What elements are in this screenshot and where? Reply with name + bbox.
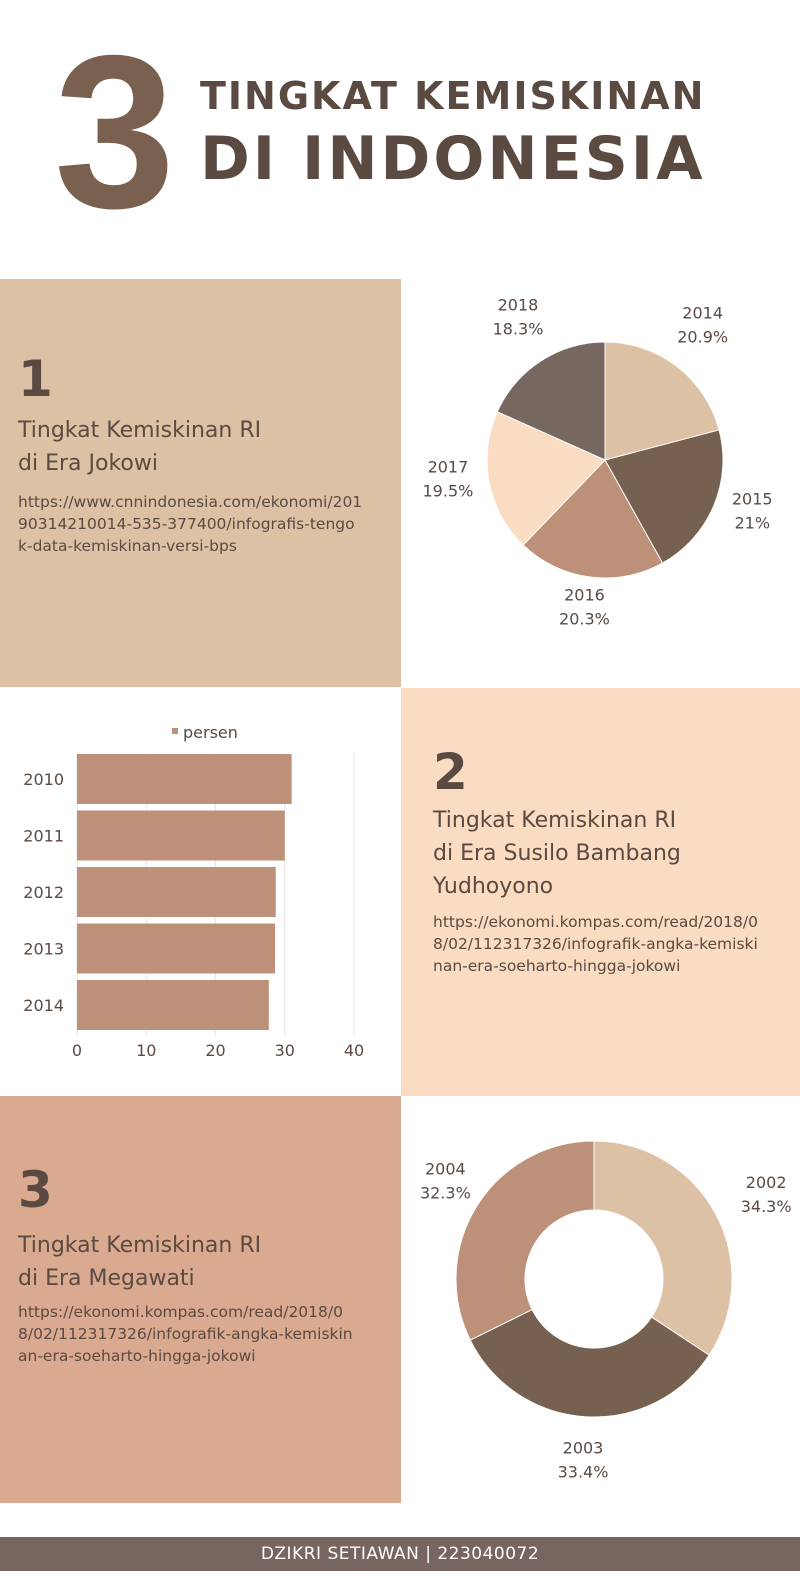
- header-title-line1: TINGKAT KEMISKINAN: [200, 74, 706, 118]
- pie1-slice-2014: [604, 341, 720, 461]
- legend-marker: [172, 728, 178, 734]
- pie1-slice-2017: [486, 411, 606, 546]
- y-tick-label: 2012: [23, 883, 64, 902]
- x-tick-label: 20: [205, 1041, 225, 1060]
- bar-chart-sby: persen 0 10 20 30 40 2010 2011 2012 2013 2014: [23, 723, 364, 1060]
- header-number: 3: [54, 11, 175, 254]
- donut1-slice-2004: [455, 1140, 595, 1341]
- donut1-label-2004: 2004 32.3%: [420, 1160, 471, 1203]
- pie-chart-jokowi: 2014 20.9% 2015 21% 2016 20.3% 2017 19.5% 2018 18…: [423, 296, 773, 629]
- pie1-label-2018: 2018 18.3%: [493, 296, 544, 339]
- y-tick-label: 2011: [23, 827, 64, 846]
- header: 3 TINGKAT KEMISKINAN DI INDONESIA: [0, 0, 800, 280]
- section2-source-link[interactable]: https://ekonomi.kompas.com/read/2018/08/…: [433, 913, 758, 975]
- donut1-label-2003: 2003 33.4%: [558, 1439, 609, 1482]
- donut1-slice-2002: [593, 1140, 733, 1356]
- y-tick-label: 2014: [23, 996, 64, 1015]
- section1-panel: 1 Tingkat Kemiskinan RI di Era Jokowi ht…: [0, 279, 401, 687]
- header-title-line2: DI INDONESIA: [200, 124, 706, 194]
- section1-source-link[interactable]: https://www.cnnindonesia.com/ekonomi/201…: [18, 493, 363, 555]
- pie1-label-2017: 2017 19.5%: [423, 457, 474, 500]
- pie1-slice-2015: [604, 429, 724, 564]
- donut1-label-2002: 2002 34.3%: [741, 1173, 792, 1216]
- pie1-slice-2016: [522, 459, 664, 579]
- donut1-slice-2003: [469, 1308, 710, 1418]
- pie1-label-2015: 2015 21%: [732, 490, 773, 533]
- section3-source-link[interactable]: https://ekonomi.kompas.com/read/2018/08/…: [18, 1303, 353, 1365]
- y-tick-label: 2010: [23, 770, 64, 789]
- section1-number: 1: [18, 350, 53, 408]
- bar-2014: [77, 980, 269, 1030]
- x-tick-label: 30: [275, 1041, 295, 1060]
- x-tick-label: 0: [72, 1041, 82, 1060]
- donut-chart-megawati: 2002 34.3% 2003 33.4% 2004 32.3%: [420, 1140, 792, 1482]
- x-tick-label: 40: [344, 1041, 364, 1060]
- x-tick-label: 10: [136, 1041, 156, 1060]
- section3-title: Tingkat Kemiskinan RI di Era Megawati: [18, 1233, 262, 1291]
- bar-2013: [77, 923, 276, 974]
- section3-panel: 3 Tingkat Kemiskinan RI di Era Megawati …: [0, 1096, 401, 1503]
- footer: DZIKRI SETIAWAN | 223040072: [0, 1537, 800, 1571]
- y-tick-label: 2013: [23, 940, 64, 959]
- pie1-label-2014: 2014 20.9%: [677, 303, 728, 346]
- bar-2012: [77, 867, 276, 917]
- bar-2010: [77, 754, 292, 804]
- section2-number: 2: [433, 743, 468, 801]
- section3-number: 3: [18, 1161, 53, 1219]
- section2-panel: 2 Tingkat Kemiskinan RI di Era Susilo Ba…: [401, 688, 800, 1096]
- legend-label: persen: [183, 723, 238, 742]
- pie1-label-2016: 2016 20.3%: [559, 586, 610, 629]
- pie1-slice-2018: [496, 341, 606, 461]
- section2-title: Tingkat Kemiskinan RI di Era Susilo Bamb…: [433, 808, 681, 899]
- section1-title: Tingkat Kemiskinan RI di Era Jokowi: [18, 418, 262, 476]
- bar-2011: [77, 810, 285, 861]
